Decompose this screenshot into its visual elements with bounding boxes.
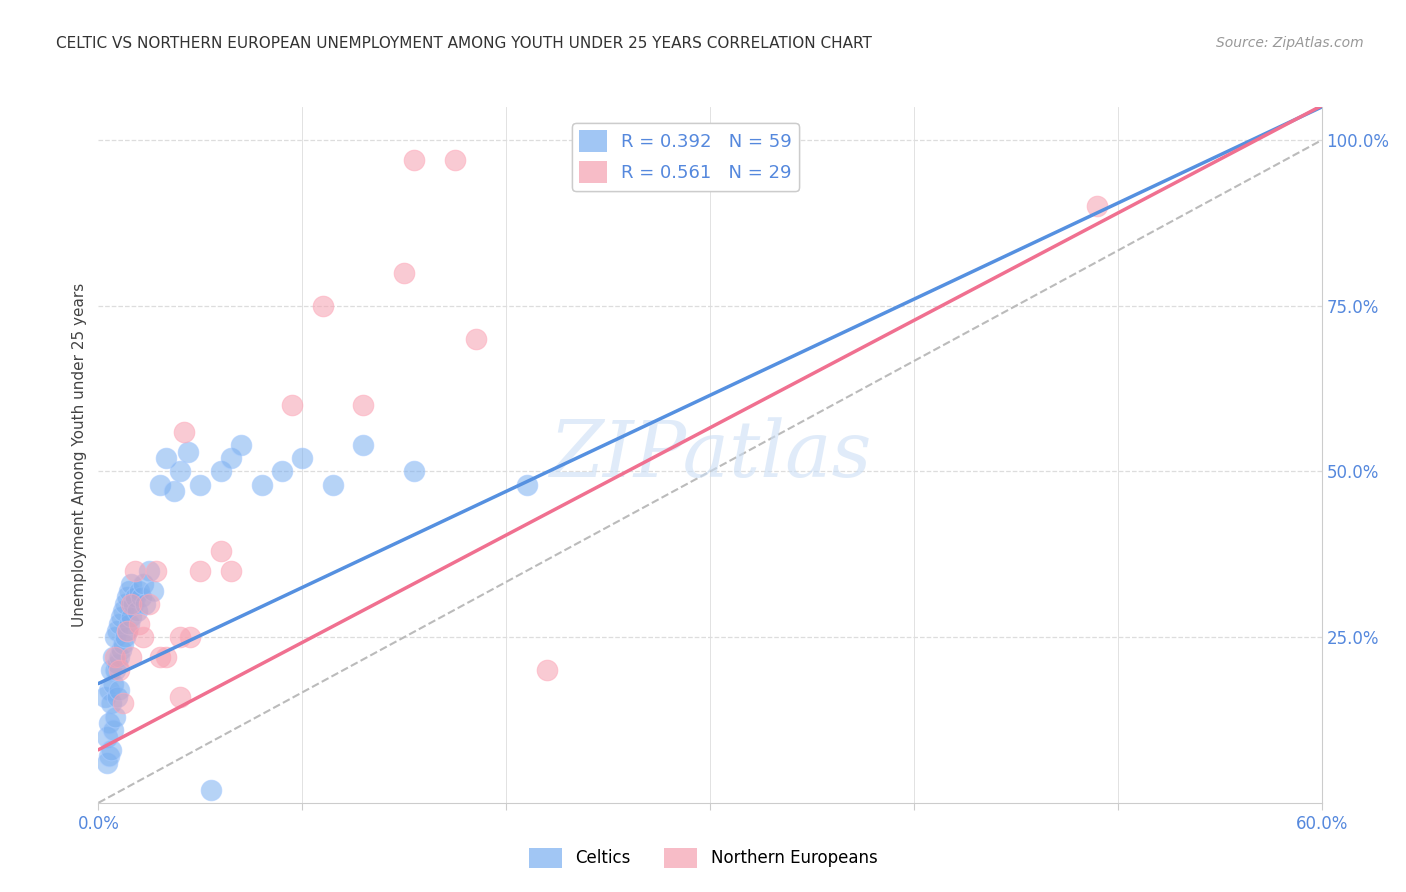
Point — [404, 465, 426, 479]
Point — [281, 398, 304, 412]
Point — [108, 663, 131, 677]
Point — [132, 630, 155, 644]
Legend: Celtics, Northern Europeans: Celtics, Northern Europeans — [522, 841, 884, 875]
Point — [128, 616, 150, 631]
Legend: R = 0.392   N = 59, R = 0.561   N = 29: R = 0.392 N = 59, R = 0.561 N = 29 — [572, 123, 799, 191]
Point — [93, 690, 115, 704]
Point — [120, 577, 142, 591]
Point — [111, 604, 134, 618]
Point — [149, 650, 172, 665]
Point — [114, 597, 136, 611]
Point — [97, 749, 120, 764]
Point — [118, 616, 141, 631]
Point — [120, 597, 142, 611]
Point — [322, 477, 344, 491]
Point — [96, 756, 118, 770]
Point — [169, 630, 191, 644]
Point — [101, 650, 124, 665]
Point — [155, 451, 177, 466]
Point — [444, 153, 467, 167]
Point — [163, 484, 186, 499]
Point — [111, 697, 134, 711]
Point — [536, 663, 558, 677]
Point — [169, 465, 191, 479]
Point — [132, 577, 155, 591]
Point — [115, 624, 138, 638]
Point — [231, 438, 253, 452]
Point — [97, 683, 120, 698]
Point — [250, 477, 273, 491]
Point — [122, 597, 145, 611]
Y-axis label: Unemployment Among Youth under 25 years: Unemployment Among Youth under 25 years — [72, 283, 87, 627]
Point — [124, 591, 146, 605]
Point — [129, 591, 152, 605]
Point — [219, 564, 242, 578]
Point — [138, 597, 160, 611]
Point — [104, 650, 127, 665]
Point — [516, 477, 538, 491]
Point — [115, 591, 138, 605]
Point — [155, 650, 177, 665]
Point — [114, 630, 136, 644]
Point — [105, 624, 128, 638]
Point — [128, 583, 150, 598]
Point — [200, 782, 222, 797]
Point — [270, 465, 294, 479]
Point — [1085, 199, 1108, 213]
Point — [142, 583, 165, 598]
Point — [105, 690, 128, 704]
Point — [96, 730, 118, 744]
Point — [188, 477, 212, 491]
Point — [104, 630, 127, 644]
Point — [120, 610, 142, 624]
Point — [104, 709, 127, 723]
Point — [177, 444, 200, 458]
Point — [120, 650, 142, 665]
Point — [100, 697, 122, 711]
Point — [352, 438, 374, 452]
Text: CELTIC VS NORTHERN EUROPEAN UNEMPLOYMENT AMONG YOUTH UNDER 25 YEARS CORRELATION : CELTIC VS NORTHERN EUROPEAN UNEMPLOYMENT… — [56, 36, 872, 51]
Point — [100, 743, 122, 757]
Point — [108, 616, 131, 631]
Point — [145, 564, 167, 578]
Point — [173, 425, 195, 439]
Point — [127, 604, 149, 618]
Point — [149, 477, 172, 491]
Point — [124, 564, 146, 578]
Point — [209, 544, 232, 558]
Point — [138, 564, 160, 578]
Point — [464, 332, 486, 346]
Point — [97, 716, 120, 731]
Point — [115, 624, 138, 638]
Point — [169, 690, 191, 704]
Point — [352, 398, 374, 412]
Point — [134, 597, 156, 611]
Point — [392, 266, 416, 280]
Point — [105, 657, 128, 671]
Point — [108, 650, 131, 665]
Point — [404, 153, 426, 167]
Point — [179, 630, 201, 644]
Point — [110, 610, 132, 624]
Point — [101, 676, 124, 690]
Point — [219, 451, 242, 466]
Point — [100, 663, 122, 677]
Point — [108, 683, 131, 698]
Point — [111, 637, 134, 651]
Point — [110, 643, 132, 657]
Point — [209, 465, 232, 479]
Point — [101, 723, 124, 737]
Point — [312, 299, 335, 313]
Text: ZIPatlas: ZIPatlas — [548, 417, 872, 493]
Point — [104, 663, 127, 677]
Text: Source: ZipAtlas.com: Source: ZipAtlas.com — [1216, 36, 1364, 50]
Point — [291, 451, 314, 466]
Point — [188, 564, 212, 578]
Point — [118, 583, 141, 598]
